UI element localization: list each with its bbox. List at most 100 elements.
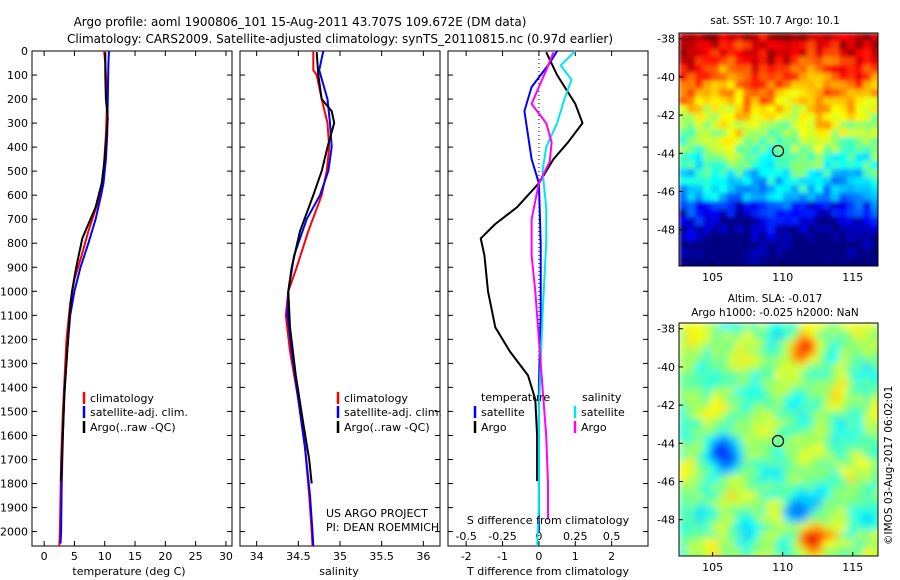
sst-cell (735, 113, 744, 122)
sla-cell (799, 499, 808, 508)
sst-cell (863, 73, 872, 82)
sla-cell (679, 363, 688, 372)
sla-cell (831, 547, 840, 556)
sla-cell (823, 363, 832, 372)
sla-cell (743, 363, 752, 372)
sst-cell (815, 41, 824, 50)
sst-cell (703, 209, 712, 218)
map-y-tick-label: -44 (657, 437, 675, 450)
sla-cell (767, 355, 776, 364)
x-tick-label: -2 (461, 550, 472, 563)
sst-cell (751, 41, 760, 50)
sst-cell (783, 233, 792, 242)
sla-cell (711, 355, 720, 364)
sla-cell (695, 419, 704, 428)
salinity-legend: climatology satellite-adj. clim. Argo(..… (326, 392, 442, 534)
sst-cell (727, 193, 736, 202)
sla-cell (751, 499, 760, 508)
sst-cell (847, 49, 856, 58)
sla-cell (727, 547, 736, 556)
series-line (60, 52, 109, 482)
sst-cell (815, 177, 824, 186)
sst-cell (711, 41, 720, 50)
sst-cell (807, 209, 816, 218)
sla-cell (743, 483, 752, 492)
sla-cell (863, 419, 872, 428)
sla-cell (791, 403, 800, 412)
sla-cell (783, 379, 792, 388)
sla-cell (735, 323, 744, 332)
sst-cell (743, 193, 752, 202)
sst-cell (815, 57, 824, 66)
sla-cell (799, 491, 808, 500)
sst-cell (719, 57, 728, 66)
sst-cell (711, 65, 720, 74)
plot-layer: 0 5 10 15 20 25 300100200300400500600700800900… (0, 45, 648, 563)
sla-cell (815, 419, 824, 428)
sla-cell (759, 507, 768, 516)
sla-cell (799, 323, 808, 332)
sst-cell (847, 209, 856, 218)
sst-cell (871, 105, 878, 114)
sla-cell (775, 547, 784, 556)
sla-cell (855, 515, 864, 524)
sst-cell (831, 97, 840, 106)
sla-cell (775, 467, 784, 476)
sla-cell (687, 507, 696, 516)
sla-cell (847, 371, 856, 380)
sla-cell (679, 371, 688, 380)
temperature-xlabel: temperature (deg C) (72, 565, 185, 578)
sla-cell (783, 451, 792, 460)
sst-cell (863, 209, 872, 218)
sst-cell (727, 89, 736, 98)
sst-cell (679, 249, 688, 258)
sla-cell (847, 427, 856, 436)
sst-map (679, 33, 888, 266)
sst-cell (695, 105, 704, 114)
sla-cell (871, 331, 878, 340)
sst-cell (879, 145, 888, 154)
sst-cell (695, 137, 704, 146)
sla-cell (711, 491, 720, 500)
sla-cell (703, 515, 712, 524)
sla-cell (791, 547, 800, 556)
y-tick-label: 200 (7, 93, 28, 106)
sst-cell (815, 145, 824, 154)
sst-cell (719, 137, 728, 146)
legend-satellite: satellite-adj. clim. (344, 406, 442, 419)
sst-cell (759, 137, 768, 146)
sla-cell (855, 547, 864, 556)
argo-position-marker-sst (771, 144, 785, 158)
sst-cell (711, 225, 720, 234)
sla-cell (743, 443, 752, 452)
sla-cell (695, 339, 704, 348)
sla-cell (751, 387, 760, 396)
sst-cell (847, 225, 856, 234)
sst-cell (791, 185, 800, 194)
sla-cell (759, 483, 768, 492)
sla-cell (719, 451, 728, 460)
sla-cell (703, 523, 712, 532)
sst-cell (847, 153, 856, 162)
sla-cell (855, 459, 864, 468)
sla-cell (871, 523, 878, 532)
sst-cell (879, 57, 888, 66)
sla-cell (783, 523, 792, 532)
sst-cell (767, 233, 776, 242)
sla-cell (679, 323, 688, 332)
sla-cell (711, 451, 720, 460)
sst-cell (719, 193, 728, 202)
sst-cell (799, 201, 808, 210)
sla-map-title2: Argo h1000: -0.025 h2000: NaN (691, 307, 859, 319)
sla-cell (695, 523, 704, 532)
sst-cell (711, 57, 720, 66)
sla-cell (735, 547, 744, 556)
sst-cell (751, 89, 760, 98)
sla-cell (823, 547, 832, 556)
sla-cell (687, 531, 696, 540)
sla-cell (839, 403, 848, 412)
sla-cell (727, 323, 736, 332)
sst-cell (759, 233, 768, 242)
sst-cell (847, 257, 856, 266)
